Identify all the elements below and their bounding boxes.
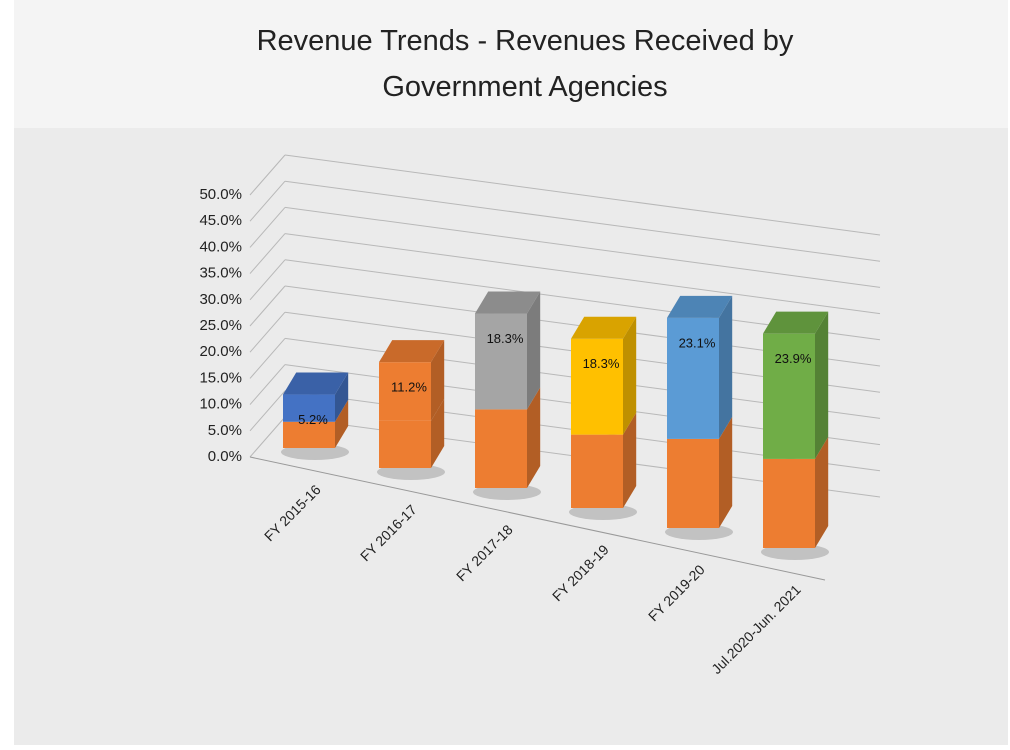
y-tick-label: 20.0% [199,343,242,360]
bar-side [527,291,541,410]
grid-line [249,338,286,379]
value-label: 18.3% [583,356,620,371]
value-label: 18.3% [487,331,524,346]
grid-line [249,285,286,327]
grid-line [249,233,286,274]
y-tick-label: 25.0% [199,317,242,334]
y-tick-label: 5.0% [208,422,242,439]
bar-segment [763,458,815,548]
grid-line [249,311,286,353]
value-label: 23.1% [679,335,716,350]
bar-top [667,295,733,318]
grid-line [249,207,286,248]
bar-side [335,372,349,422]
grid-line [249,154,286,196]
bar-side [431,398,445,468]
bar-top [475,291,541,314]
bar-side [527,387,541,488]
grid-line [249,259,286,301]
grid-line [284,180,881,262]
bar-segment [475,409,527,488]
bar-side [815,436,829,548]
grid-line [249,364,286,405]
bar-side [623,412,637,508]
y-tick-label: 30.0% [199,291,242,308]
grid-line [249,416,286,458]
bar-side [815,311,829,459]
bar-segment [667,438,719,528]
bar-side [719,295,733,439]
value-label: 23.9% [775,351,812,366]
bar-segment [379,362,431,421]
chart-title: Revenue Trends - Revenues Received by Gov… [257,25,794,103]
bar-segment [763,333,815,459]
bar-segment [379,420,431,468]
y-tick-label: 50.0% [199,186,242,203]
value-label: 5.2% [298,412,328,427]
grid-line [249,390,286,432]
bar-side [623,316,637,435]
grid-line [284,154,881,236]
bar-side [431,340,445,421]
grid-line [284,233,881,315]
bar-segment [283,421,335,448]
grid-line [249,180,286,222]
bar-top [763,311,829,334]
bar-top [571,316,637,339]
bar-side [335,399,349,448]
value-label: 11.2% [391,380,427,395]
y-tick-label: 40.0% [199,238,242,255]
bar-segment [283,394,335,422]
bar-top [283,372,349,395]
y-tick-label: 10.0% [199,396,242,413]
floor-line [249,456,826,581]
y-tick-label: 15.0% [199,369,242,386]
title-band [14,0,1008,128]
bar-segment [571,434,623,508]
bar-segment [475,313,527,410]
bar-top [379,340,445,363]
bar-side [719,416,733,528]
bar-segment [571,338,623,435]
y-tick-label: 45.0% [199,212,242,229]
y-tick-label: 35.0% [199,265,242,282]
y-tick-label: 0.0% [208,448,242,465]
grid-line [284,206,881,288]
bar-segment [667,317,719,439]
